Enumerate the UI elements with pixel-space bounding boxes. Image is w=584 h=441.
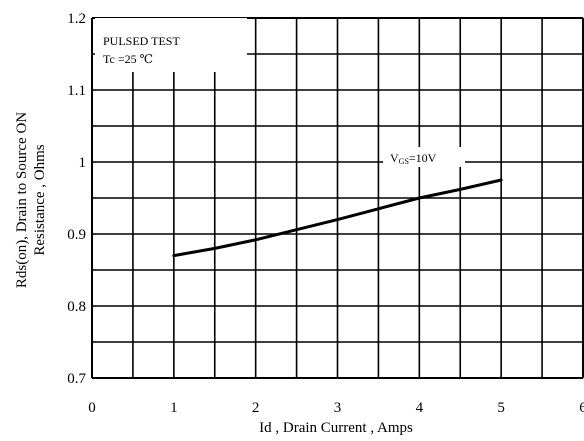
x-tick-label: 5 [497, 400, 505, 416]
y-tick-label: 0.8 [67, 299, 86, 315]
y-tick-label: 1.1 [67, 83, 86, 99]
series-label-box [383, 147, 465, 167]
series-label-rest: =10V [409, 151, 437, 165]
x-tick-label: 2 [252, 400, 260, 416]
x-axis-label: Id , Drain Current , Amps [259, 420, 413, 436]
series-label-sub: GS [399, 157, 409, 166]
y-tick-label: 1.2 [67, 11, 86, 27]
tick-labels: 0 1 2 3 4 5 6 0.7 0.8 0.9 1 1.1 1.2 [67, 11, 584, 416]
y-tick-label: 1 [79, 155, 87, 171]
grid [91, 17, 584, 379]
y-tick-label: 0.9 [67, 227, 86, 243]
y-axis-label-line2: Resistance , Ohms [32, 144, 48, 255]
y-tick-label: 0.7 [67, 371, 86, 387]
y-axis-label-line1: Rds(on), Drain to Source ON [14, 112, 30, 288]
test-condition-label: PULSED TEST [103, 34, 180, 48]
x-tick-label: 4 [416, 400, 424, 416]
y-axis-label: Rds(on), Drain to Source ON Resistance ,… [14, 112, 48, 288]
series-label-v: V [390, 151, 399, 165]
x-tick-label: 6 [579, 400, 584, 416]
temperature-label: Tc =25 ℃ [103, 52, 153, 66]
series-line [172, 178, 503, 258]
x-tick-label: 1 [170, 400, 178, 416]
x-tick-label: 3 [334, 400, 342, 416]
annotation-box [95, 18, 247, 72]
series-label: VGS=10V [390, 151, 437, 166]
x-tick-label: 0 [88, 400, 96, 416]
series-layer [172, 178, 503, 258]
